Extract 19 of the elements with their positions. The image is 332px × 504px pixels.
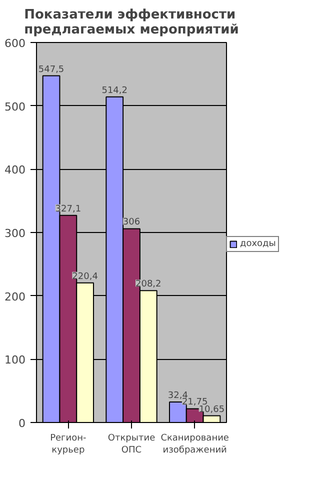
data-label: 208,2 [136, 280, 162, 290]
y-tick-label: 0 [18, 417, 26, 430]
x-tick-label: Открытие ОПС [108, 434, 156, 456]
data-label: 327,1 [55, 204, 82, 214]
x-tick-label: Сканирование изображений [160, 434, 230, 456]
data-label: 514,2 [102, 86, 128, 96]
y-tick-label: 300 [4, 227, 26, 240]
legend-label: доходы [240, 239, 276, 249]
x-tick-label: Регион-курьер [50, 434, 86, 456]
data-label: 547,5 [38, 64, 64, 75]
y-tick-label: 100 [4, 354, 26, 367]
y-tick-label: 500 [4, 100, 26, 114]
data-label: 10,65 [198, 404, 225, 415]
data-label: 220,4 [72, 272, 98, 282]
data-label: 306 [122, 218, 140, 228]
y-tick-label: 400 [4, 164, 26, 177]
y-tick-label: 600 [4, 37, 26, 50]
chart-title: Показатели эффективности предлагаемых мероприятий [24, 8, 239, 38]
y-tick-label: 200 [4, 290, 26, 304]
